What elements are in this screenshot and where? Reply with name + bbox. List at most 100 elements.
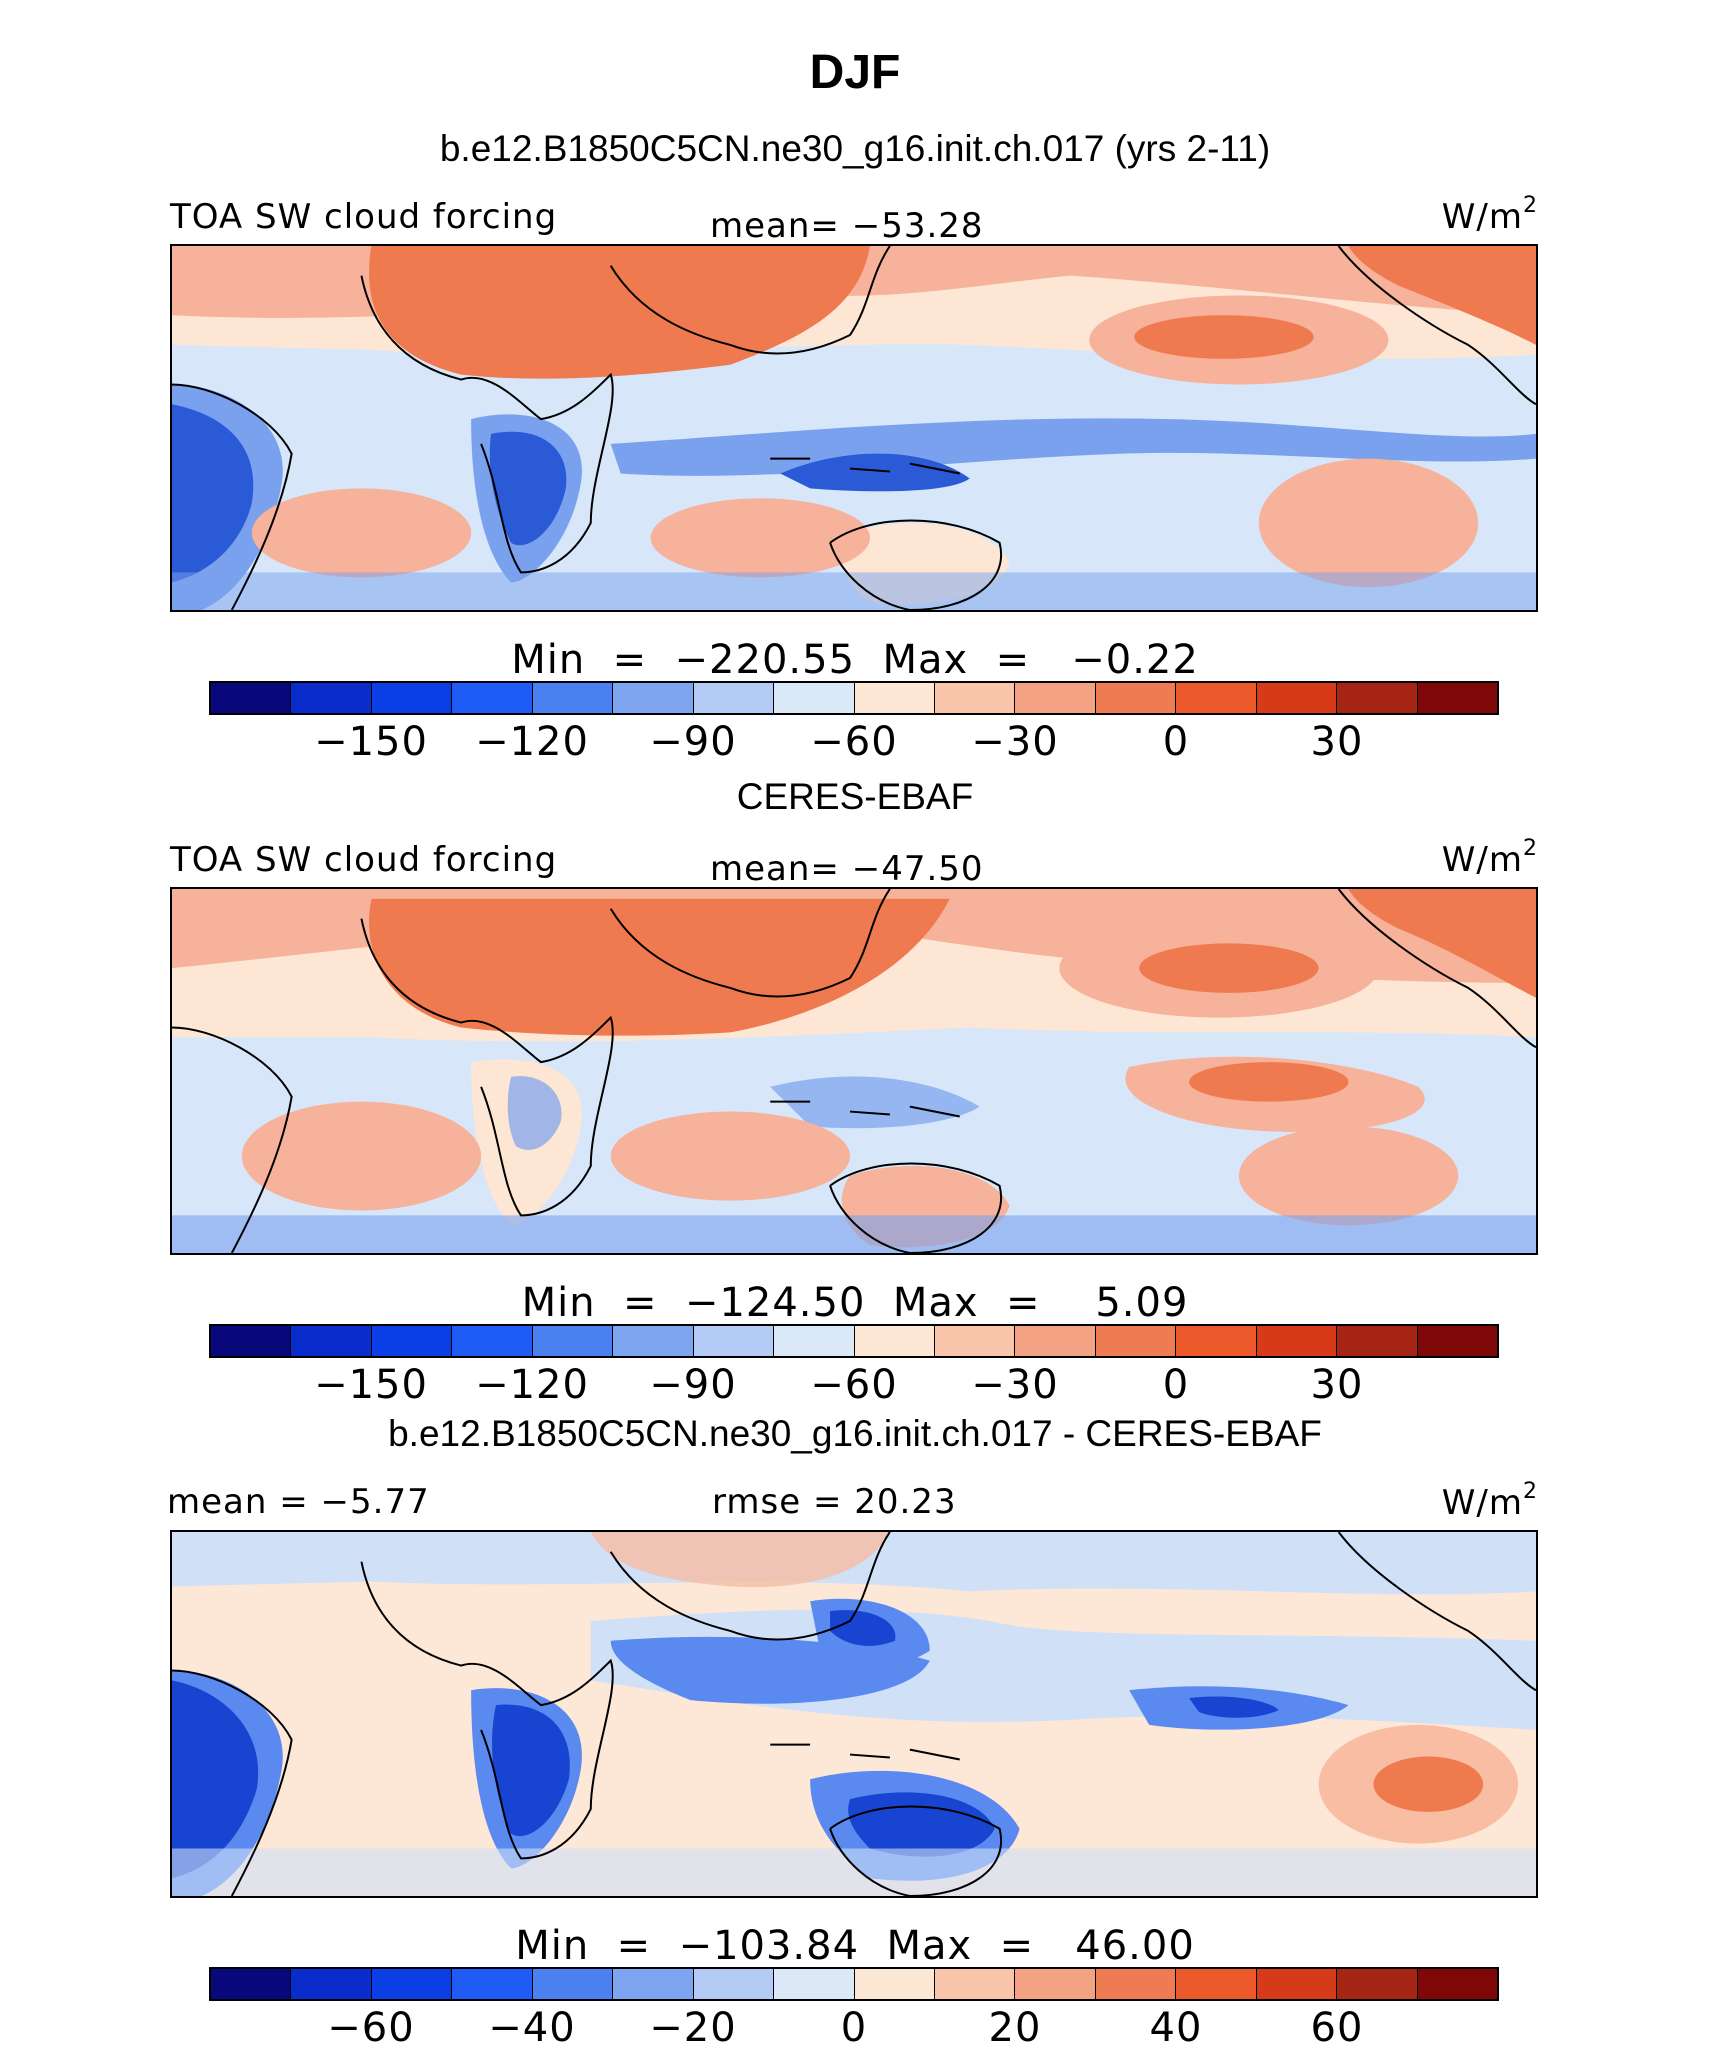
coastlines xyxy=(172,1532,1536,1896)
panel-1-minmax: Min = −220.55 Max = −0.22 xyxy=(511,637,1199,683)
southeast-pacific-core xyxy=(1373,1756,1484,1812)
colorbar-swatch xyxy=(371,1969,453,1999)
colorbar-swatch xyxy=(774,683,855,713)
panel-2-colorbar-tick: −150 xyxy=(314,1362,428,1408)
colorbar-swatch xyxy=(854,1969,935,1999)
north-america-region xyxy=(1348,246,1536,345)
panel-1-colorbar xyxy=(209,681,1499,715)
asia-coast xyxy=(609,889,891,998)
maritime-continent-coast xyxy=(770,457,960,475)
colorbar-swatch xyxy=(693,1326,775,1356)
colorbar-swatch xyxy=(291,683,372,713)
colorbar-swatch xyxy=(1417,1326,1497,1356)
south-pacific-core xyxy=(1189,1062,1349,1102)
panel-2-colorbar-tick: 0 xyxy=(1162,1362,1190,1408)
panel-1-colorbar-tick: −30 xyxy=(971,719,1059,765)
panel-3-rmse-label: rmse = 20.23 xyxy=(712,1482,957,1522)
panel-1-colorbar-tick: 0 xyxy=(1162,719,1190,765)
panel-3-colorbar-tick: 20 xyxy=(988,2005,1042,2051)
africa-coast xyxy=(360,1561,614,1860)
central-africa-core xyxy=(489,431,567,546)
southern-storm-track xyxy=(172,1215,1536,1253)
south-indian-high xyxy=(610,1111,851,1201)
south-atlantic-high xyxy=(241,1101,482,1211)
asia-positive xyxy=(590,1532,890,1588)
panel-1-map-canvas xyxy=(172,246,1536,610)
panel-2-subtitle: CERES-EBAF xyxy=(736,776,974,817)
asia-coast xyxy=(609,1532,891,1641)
figure-title: DJF xyxy=(809,46,901,99)
australia-coast xyxy=(829,1162,1002,1253)
colorbar-swatch xyxy=(1256,1969,1338,1999)
panel-2-colorbar-tick: −120 xyxy=(475,1362,589,1408)
australia-coast xyxy=(829,1805,1002,1896)
amazon-core xyxy=(172,404,254,583)
panel-1-colorbar-tick: −60 xyxy=(810,719,898,765)
south-pacific-high xyxy=(1258,458,1479,588)
panel-2-units-label: W/m2 xyxy=(1441,836,1538,880)
central-america-coast xyxy=(1337,1532,1536,1692)
south-america-coast xyxy=(172,1026,293,1253)
panel-1-variable-label: TOA SW cloud forcing xyxy=(170,197,558,237)
panel-1-map xyxy=(170,244,1538,612)
panel-2-map xyxy=(170,887,1538,1255)
panel-1-subtitle: b.e12.B1850C5CN.ne30_g16.init.ch.017 (yr… xyxy=(439,128,1271,169)
panel-1-units-label: W/m2 xyxy=(1441,193,1538,237)
colorbar-swatch xyxy=(1095,683,1177,713)
colorbar-swatch xyxy=(934,1326,1016,1356)
maritime-continent-coast xyxy=(770,1743,960,1761)
panel-3-colorbar-tick: −20 xyxy=(649,2005,737,2051)
colorbar-swatch xyxy=(1337,1969,1418,1999)
colorbar-swatch xyxy=(452,1969,533,1999)
panel-2-minmax: Min = −124.50 Max = 5.09 xyxy=(521,1280,1189,1326)
colorbar-swatch xyxy=(291,1969,372,1999)
panel-3-units-label: W/m2 xyxy=(1441,1479,1538,1523)
central-pacific-core xyxy=(1189,1696,1279,1718)
colorbar-swatch xyxy=(211,1326,292,1356)
south-atlantic-high xyxy=(251,488,472,578)
colorbar-swatch xyxy=(291,1326,372,1356)
colorbar-swatch xyxy=(371,683,453,713)
colorbar-swatch xyxy=(1176,683,1257,713)
central-america-coast xyxy=(1337,246,1536,406)
maritime-continent-coast xyxy=(770,1100,960,1118)
panel-3-minmax: Min = −103.84 Max = 46.00 xyxy=(515,1923,1195,1969)
coastlines xyxy=(172,889,1536,1253)
colorbar-swatch xyxy=(613,1969,694,1999)
central-africa-core xyxy=(492,1704,570,1837)
colorbar-swatch xyxy=(1417,683,1497,713)
subtropical-pacific-core xyxy=(1139,943,1319,993)
south-america-coast xyxy=(172,1669,293,1896)
colorbar-swatch xyxy=(211,683,292,713)
colorbar-swatch xyxy=(774,1969,855,1999)
colorbar-swatch xyxy=(1095,1969,1177,1999)
colorbar-swatch xyxy=(1337,683,1418,713)
panel-3-colorbar-tick: −60 xyxy=(327,2005,415,2051)
panel-2-mean-label: mean= −47.50 xyxy=(710,849,984,889)
colorbar-swatch xyxy=(1015,1969,1096,1999)
colorbar-swatch xyxy=(854,683,935,713)
colorbar-swatch xyxy=(532,683,614,713)
panel-1-mean-label: mean= −53.28 xyxy=(710,206,984,246)
colorbar-swatch xyxy=(693,683,775,713)
south-america-coast xyxy=(172,383,293,610)
colorbar-swatch xyxy=(934,1969,1016,1999)
colorbar-swatch xyxy=(1256,683,1338,713)
colorbar-swatch xyxy=(532,1969,614,1999)
southern-storm-track xyxy=(172,1848,1536,1896)
colorbar-swatch xyxy=(693,1969,775,1999)
sahara-arabia-region xyxy=(369,246,870,379)
panel-2-colorbar-tick: −30 xyxy=(971,1362,1059,1408)
south-pacific-high xyxy=(1238,1126,1459,1226)
south-indian-high xyxy=(650,498,870,578)
panel-3-map xyxy=(170,1530,1538,1898)
colorbar-swatch xyxy=(452,1326,533,1356)
colorbar-swatch xyxy=(854,1326,935,1356)
panel-1-colorbar-tick: −90 xyxy=(649,719,737,765)
maritime-continent-core xyxy=(770,1076,980,1129)
colorbar-swatch xyxy=(452,683,533,713)
colorbar-swatch xyxy=(1417,1969,1497,1999)
colorbar-swatch xyxy=(211,1969,292,1999)
panel-1-colorbar-tick: 30 xyxy=(1310,719,1364,765)
australia-coast xyxy=(829,519,1002,610)
